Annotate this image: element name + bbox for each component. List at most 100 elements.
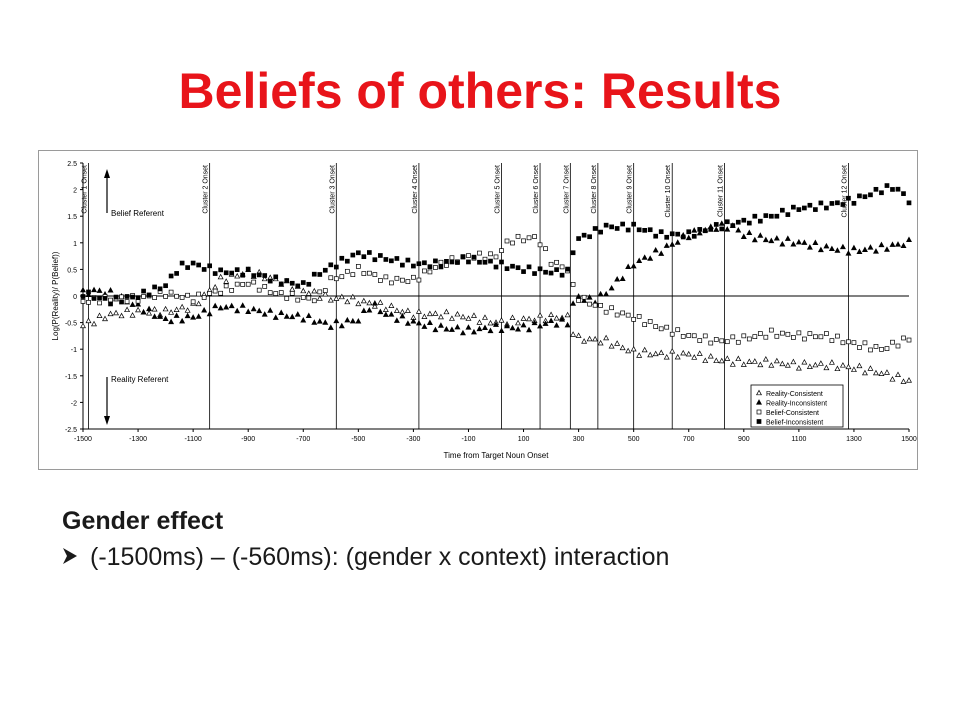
data-point-belief-consistent bbox=[262, 284, 268, 289]
data-point-belief-consistent bbox=[768, 327, 774, 333]
data-point-belief-inconsistent bbox=[449, 259, 455, 265]
data-point-belief-consistent bbox=[493, 254, 499, 260]
data-point-reality-inconsistent bbox=[762, 236, 769, 243]
data-point-reality-inconsistent bbox=[267, 307, 274, 313]
data-point-belief-inconsistent bbox=[300, 280, 306, 285]
data-point-belief-inconsistent bbox=[317, 272, 323, 277]
data-point-belief-inconsistent bbox=[603, 222, 609, 228]
data-point-belief-inconsistent bbox=[901, 191, 906, 196]
data-point-reality-inconsistent bbox=[889, 241, 896, 247]
data-point-belief-inconsistent bbox=[80, 294, 86, 299]
data-point-belief-consistent bbox=[300, 295, 306, 300]
data-point-belief-inconsistent bbox=[554, 267, 559, 272]
data-point-belief-inconsistent bbox=[185, 265, 190, 270]
data-point-reality-inconsistent bbox=[856, 248, 863, 254]
data-point-reality-inconsistent bbox=[718, 220, 725, 226]
data-point-reality-consistent bbox=[861, 369, 868, 376]
data-point-reality-consistent bbox=[663, 354, 670, 360]
data-point-belief-inconsistent bbox=[422, 260, 427, 266]
data-point-reality-consistent bbox=[652, 350, 659, 357]
data-point-reality-inconsistent bbox=[823, 242, 830, 249]
data-point-belief-consistent bbox=[862, 340, 868, 346]
data-point-belief-consistent bbox=[311, 298, 317, 304]
data-point-reality-inconsistent bbox=[757, 232, 764, 238]
data-point-reality-inconsistent bbox=[553, 322, 560, 328]
data-point-belief-inconsistent bbox=[157, 286, 163, 292]
data-point-reality-consistent bbox=[393, 307, 400, 313]
data-point-belief-inconsistent bbox=[108, 301, 113, 307]
data-point-belief-inconsistent bbox=[835, 200, 840, 206]
data-point-belief-inconsistent bbox=[119, 299, 124, 305]
data-point-reality-inconsistent bbox=[129, 301, 136, 307]
data-point-reality-consistent bbox=[470, 312, 477, 318]
data-point-belief-consistent bbox=[796, 330, 802, 336]
data-point-reality-inconsistent bbox=[470, 328, 477, 335]
data-point-reality-inconsistent bbox=[212, 302, 219, 309]
data-point-reality-consistent bbox=[691, 354, 698, 360]
data-point-belief-consistent bbox=[570, 282, 576, 287]
data-point-reality-inconsistent bbox=[872, 248, 879, 254]
data-point-reality-inconsistent bbox=[333, 317, 340, 324]
data-point-belief-consistent bbox=[350, 272, 356, 278]
data-point-reality-consistent bbox=[476, 319, 483, 325]
data-point-reality-inconsistent bbox=[812, 239, 819, 245]
data-point-reality-inconsistent bbox=[586, 294, 593, 300]
data-point-belief-consistent bbox=[355, 264, 361, 269]
gender-effect-heading: Gender effect bbox=[62, 507, 224, 535]
x-tick-label: 1300 bbox=[846, 436, 862, 443]
data-point-reality-inconsistent bbox=[663, 242, 670, 248]
data-point-belief-inconsistent bbox=[521, 269, 526, 274]
data-point-reality-consistent bbox=[729, 361, 736, 367]
data-point-belief-consistent bbox=[873, 344, 879, 349]
data-point-belief-consistent bbox=[537, 242, 543, 248]
data-point-belief-inconsistent bbox=[813, 207, 818, 212]
data-point-belief-consistent bbox=[444, 263, 449, 268]
data-point-reality-consistent bbox=[146, 309, 153, 316]
data-point-reality-inconsistent bbox=[619, 275, 626, 282]
annotation-belief-referent: Belief Referent bbox=[111, 209, 165, 218]
data-point-belief-consistent bbox=[730, 334, 736, 340]
data-point-belief-inconsistent bbox=[752, 213, 758, 219]
data-point-belief-consistent bbox=[119, 294, 124, 300]
data-point-belief-inconsistent bbox=[460, 254, 466, 260]
data-point-belief-inconsistent bbox=[91, 296, 97, 301]
data-point-belief-inconsistent bbox=[675, 231, 681, 237]
data-point-reality-consistent bbox=[619, 344, 626, 351]
data-point-belief-consistent bbox=[532, 234, 537, 239]
data-point-reality-inconsistent bbox=[498, 327, 505, 333]
data-point-belief-inconsistent bbox=[488, 258, 493, 264]
data-point-reality-consistent bbox=[735, 355, 742, 362]
data-point-reality-consistent bbox=[817, 360, 824, 366]
x-tick-label: -300 bbox=[406, 436, 420, 443]
data-point-belief-consistent bbox=[394, 275, 400, 281]
chart-frame: Belief Referent Reality Referent Time fr… bbox=[38, 150, 918, 470]
bullet-item: (-1500ms) – (-560ms): (gender x context)… bbox=[62, 543, 669, 572]
data-point-belief-consistent bbox=[190, 299, 196, 305]
data-point-reality-consistent bbox=[647, 351, 654, 358]
legend-marker bbox=[756, 399, 762, 405]
data-point-belief-consistent bbox=[317, 289, 323, 295]
data-point-reality-inconsistent bbox=[548, 317, 555, 324]
data-point-reality-consistent bbox=[564, 311, 571, 318]
data-point-reality-consistent bbox=[151, 305, 158, 312]
data-point-reality-inconsistent bbox=[878, 241, 885, 248]
data-point-belief-consistent bbox=[653, 324, 659, 329]
data-point-reality-inconsistent bbox=[261, 311, 268, 317]
data-point-belief-consistent bbox=[554, 259, 559, 265]
data-point-reality-inconsistent bbox=[597, 290, 604, 297]
data-point-belief-inconsistent bbox=[807, 202, 813, 208]
data-point-belief-inconsistent bbox=[124, 294, 130, 299]
data-point-belief-inconsistent bbox=[102, 296, 108, 301]
cluster-onset-label: Cluster 6 Onset bbox=[533, 165, 540, 214]
data-point-reality-inconsistent bbox=[344, 316, 351, 323]
chart-legend: Reality-Consistent Reality-Inconsistent Be… bbox=[750, 384, 844, 428]
data-point-reality-inconsistent bbox=[283, 313, 290, 319]
data-point-reality-consistent bbox=[448, 315, 455, 321]
data-point-belief-consistent bbox=[879, 346, 884, 352]
data-point-belief-consistent bbox=[400, 277, 405, 283]
data-point-reality-inconsistent bbox=[674, 239, 681, 245]
data-point-reality-inconsistent bbox=[140, 309, 147, 315]
data-point-belief-consistent bbox=[835, 333, 840, 339]
data-point-belief-consistent bbox=[724, 339, 730, 345]
data-point-belief-consistent bbox=[884, 346, 890, 351]
